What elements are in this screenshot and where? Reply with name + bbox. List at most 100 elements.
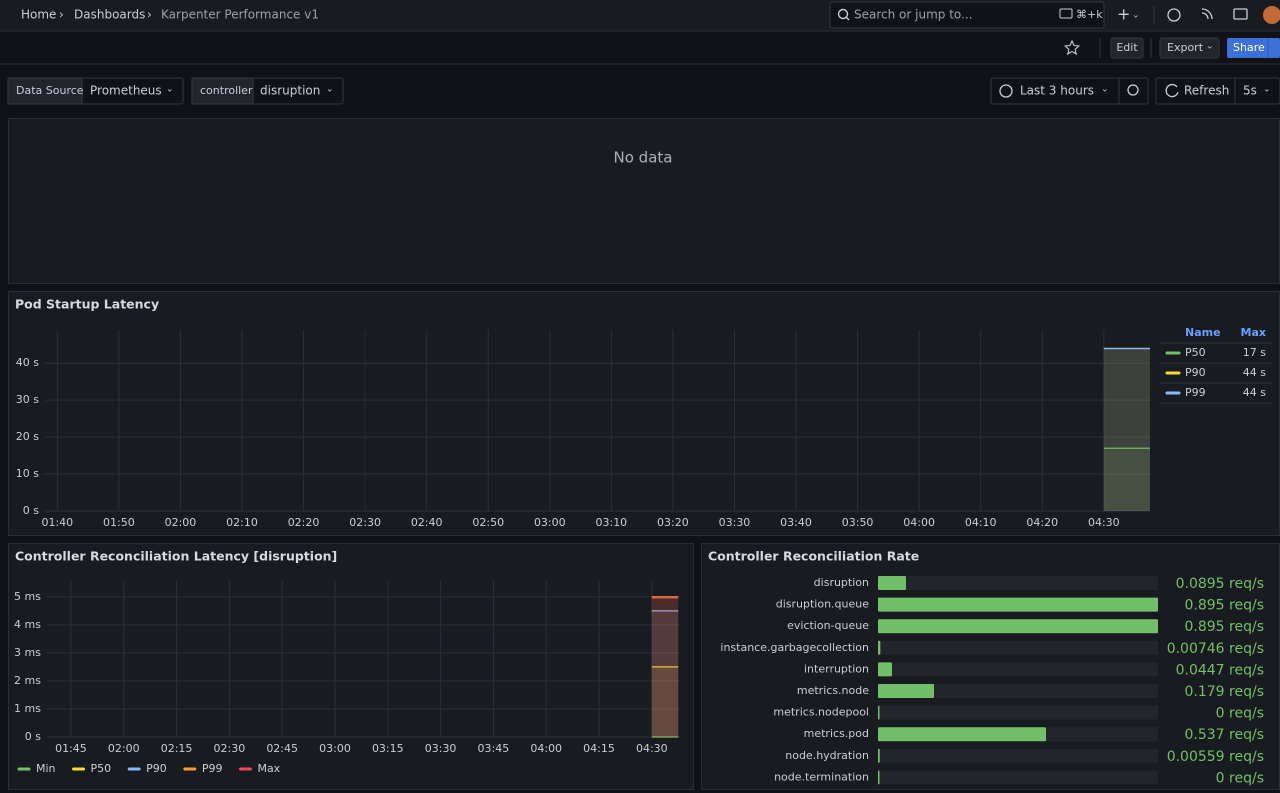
bar-label: disruption.queue bbox=[776, 598, 870, 611]
legend-name: P50 bbox=[91, 762, 112, 775]
edit-button[interactable] bbox=[1110, 37, 1144, 59]
x-tick-label: 02:10 bbox=[226, 516, 258, 529]
x-tick-label: 02:00 bbox=[108, 742, 140, 755]
panel-title: Pod Startup Latency bbox=[15, 297, 159, 312]
variable-label-bg bbox=[7, 77, 83, 105]
x-tick-label: 04:20 bbox=[1026, 516, 1058, 529]
value-label: 0.895 req/s bbox=[1185, 619, 1265, 635]
legend-max: 17 s bbox=[1243, 346, 1266, 359]
panel bbox=[8, 543, 694, 790]
bar-label: disruption bbox=[814, 576, 869, 589]
variable-value: Prometheus bbox=[90, 84, 162, 98]
bar-label: instance.garbagecollection bbox=[720, 641, 869, 654]
x-tick-label: 03:50 bbox=[842, 516, 874, 529]
caret: ⌄ bbox=[1263, 85, 1271, 95]
value-label: 0.895 req/s bbox=[1185, 598, 1265, 614]
caret: ⌄ bbox=[1101, 85, 1109, 95]
x-tick-label: 02:15 bbox=[161, 742, 193, 755]
variable-label: controller bbox=[200, 84, 253, 97]
x-tick-label: 04:00 bbox=[903, 516, 935, 529]
y-tick-label: 10 s bbox=[16, 467, 39, 480]
help-icon[interactable] bbox=[1167, 8, 1181, 22]
series-area bbox=[651, 597, 679, 737]
breadcrumb[interactable]: Dashboards bbox=[74, 8, 145, 22]
y-tick-label: 5 ms bbox=[14, 590, 41, 603]
x-tick-label: 02:50 bbox=[472, 516, 504, 529]
button-label: Export bbox=[1167, 41, 1204, 54]
legend-name: P99 bbox=[1185, 386, 1206, 399]
y-tick-label: 1 ms bbox=[14, 702, 41, 715]
x-tick-label: 04:15 bbox=[583, 742, 615, 755]
x-tick-label: 04:00 bbox=[530, 742, 562, 755]
add-icon[interactable]: + bbox=[1117, 5, 1130, 24]
share-button[interactable] bbox=[1227, 38, 1280, 58]
x-tick-label: 04:10 bbox=[965, 516, 997, 529]
value-label: 0.537 req/s bbox=[1185, 727, 1265, 743]
legend-header: Name bbox=[1185, 326, 1221, 339]
bar bbox=[878, 727, 1046, 742]
bar bbox=[878, 576, 906, 590]
legend-name: P99 bbox=[202, 762, 223, 775]
legend-name: P90 bbox=[146, 762, 167, 775]
breadcrumb[interactable]: Home bbox=[21, 8, 56, 22]
x-tick-label: 03:30 bbox=[719, 516, 751, 529]
bar-label: metrics.node bbox=[797, 684, 869, 697]
button-label: Edit bbox=[1116, 41, 1138, 54]
x-tick-label: 03:00 bbox=[534, 516, 566, 529]
refresh-interval[interactable]: 5s bbox=[1243, 84, 1257, 98]
x-tick-label: 03:00 bbox=[319, 742, 351, 755]
panel-title: Controller Reconciliation Latency [disru… bbox=[15, 549, 337, 564]
breadcrumb: Karpenter Performance v1 bbox=[161, 8, 319, 22]
export-button[interactable] bbox=[1159, 37, 1220, 59]
time-picker[interactable] bbox=[990, 77, 1149, 105]
refresh-picker[interactable] bbox=[1155, 77, 1280, 105]
bar bbox=[878, 748, 880, 763]
x-tick-label: 03:20 bbox=[657, 516, 689, 529]
y-tick-label: 4 ms bbox=[14, 618, 41, 631]
search-icon bbox=[845, 16, 850, 21]
refresh-label[interactable]: Refresh bbox=[1184, 84, 1229, 98]
x-tick-label: 02:00 bbox=[165, 516, 197, 529]
bar-track bbox=[878, 640, 1158, 655]
chevron: › bbox=[59, 8, 64, 22]
y-tick-label: 20 s bbox=[16, 430, 39, 443]
star-icon[interactable] bbox=[1063, 39, 1081, 56]
legend-header: Max bbox=[1241, 326, 1266, 339]
x-tick-label: 04:30 bbox=[1088, 516, 1120, 529]
bar-label: node.termination bbox=[774, 770, 869, 783]
avatar[interactable] bbox=[1263, 6, 1280, 24]
refresh-icon bbox=[1165, 83, 1179, 98]
kiosk-icon[interactable] bbox=[1233, 8, 1248, 20]
caret: ⌄ bbox=[1206, 42, 1214, 52]
news-icon[interactable] bbox=[1201, 8, 1213, 20]
value-label: 0 req/s bbox=[1216, 706, 1264, 722]
panel bbox=[8, 118, 1280, 284]
series-area bbox=[1103, 348, 1150, 511]
time-range: Last 3 hours bbox=[1020, 84, 1094, 98]
legend-name: P50 bbox=[1185, 346, 1206, 359]
x-tick-label: 01:40 bbox=[41, 516, 73, 529]
x-tick-label: 03:15 bbox=[372, 742, 404, 755]
search-icon bbox=[837, 8, 849, 20]
variable-label-bg bbox=[191, 77, 254, 105]
caret: ⌄ bbox=[166, 85, 174, 95]
search-box[interactable] bbox=[829, 1, 1105, 29]
y-tick-label: 0 s bbox=[23, 504, 39, 517]
bar-label: node.hydration bbox=[785, 749, 869, 762]
bar-track bbox=[878, 770, 1158, 785]
legend-max: 44 s bbox=[1243, 386, 1266, 399]
x-tick-label: 02:20 bbox=[288, 516, 320, 529]
x-tick-label: 02:45 bbox=[266, 742, 298, 755]
zoom-icon[interactable] bbox=[1127, 84, 1139, 96]
search-placeholder: Search or jump to... bbox=[854, 8, 972, 22]
series-area bbox=[1103, 348, 1150, 511]
value-label: 0.179 req/s bbox=[1185, 684, 1265, 700]
x-tick-label: 03:10 bbox=[595, 516, 627, 529]
x-tick-label: 03:40 bbox=[780, 516, 812, 529]
bar-track bbox=[878, 576, 1158, 590]
bar bbox=[878, 705, 880, 720]
variable-label: Data Source bbox=[16, 84, 84, 97]
bar bbox=[878, 640, 881, 655]
bar-label: metrics.nodepool bbox=[773, 706, 869, 719]
